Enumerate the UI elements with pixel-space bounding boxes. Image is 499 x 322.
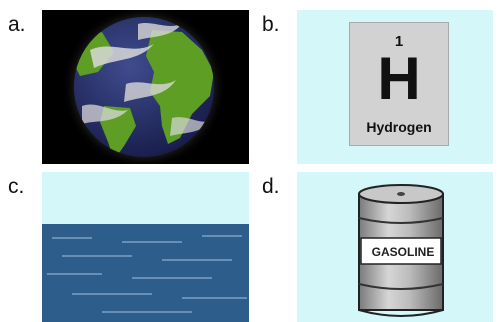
barrel-label: GASOLINE bbox=[371, 245, 435, 259]
option-b-image[interactable]: 1 H Hydrogen bbox=[297, 10, 493, 164]
earth-icon bbox=[62, 10, 226, 164]
option-label-c: c. bbox=[8, 175, 25, 198]
atomic-number: 1 bbox=[394, 33, 404, 50]
option-label-b: b. bbox=[262, 13, 280, 36]
option-label-a: a. bbox=[8, 13, 26, 36]
option-label-d: d. bbox=[262, 175, 280, 198]
option-c-image[interactable] bbox=[42, 172, 249, 322]
option-a-image[interactable] bbox=[42, 10, 249, 164]
element-symbol: H bbox=[377, 45, 421, 112]
periodic-element-icon: 1 H Hydrogen bbox=[349, 22, 449, 146]
gasoline-barrel-icon bbox=[358, 184, 444, 317]
ocean-water-icon bbox=[42, 172, 249, 322]
option-d-image[interactable]: GASOLINE bbox=[297, 172, 493, 322]
element-name: Hydrogen bbox=[366, 119, 432, 135]
